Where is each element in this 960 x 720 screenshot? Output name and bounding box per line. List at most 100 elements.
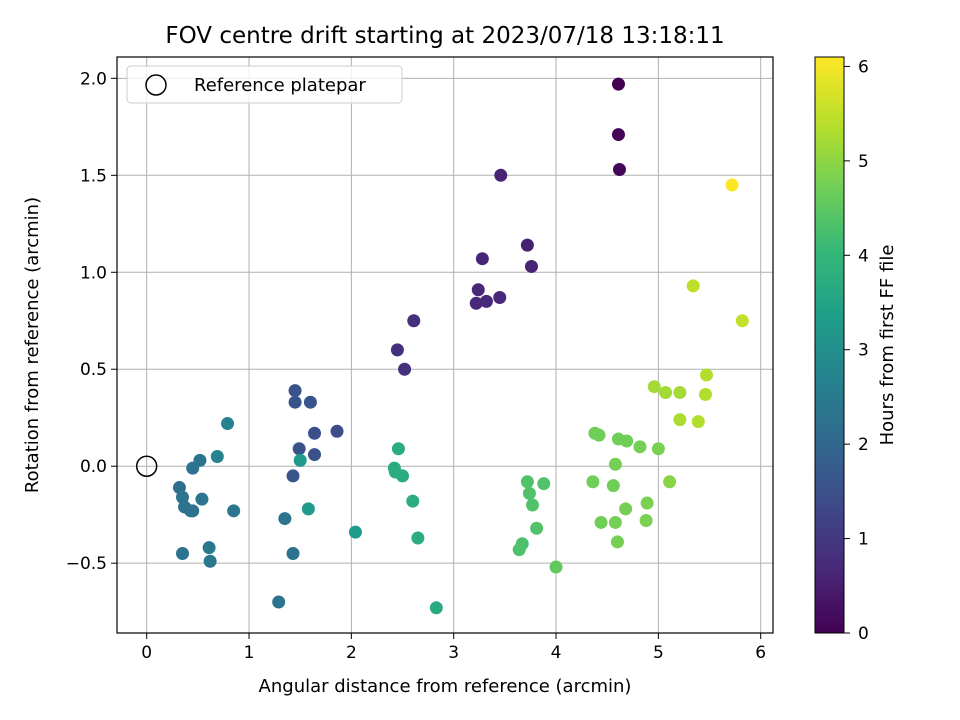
- data-point: [608, 515, 622, 529]
- data-point: [391, 442, 405, 456]
- data-point: [288, 384, 302, 398]
- data-point: [526, 498, 540, 512]
- data-point: [471, 283, 485, 297]
- data-point: [202, 541, 216, 555]
- data-point: [639, 514, 653, 528]
- data-point: [308, 426, 322, 440]
- data-point: [520, 475, 534, 489]
- colorbar-label: Hours from first FF file: [877, 245, 898, 446]
- data-point: [292, 442, 306, 456]
- data-point: [647, 380, 661, 394]
- y-tick-label: 1.5: [80, 166, 107, 186]
- data-point: [308, 448, 322, 462]
- data-point: [330, 424, 344, 438]
- colorbar-frame: [814, 56, 845, 634]
- data-point: [301, 502, 315, 516]
- data-point: [663, 475, 677, 489]
- colorbar-tick-label: 6: [858, 57, 869, 77]
- data-point: [611, 128, 625, 142]
- data-point: [303, 395, 317, 409]
- data-point: [520, 238, 534, 252]
- data-point: [640, 496, 654, 510]
- chart-title: FOV centre drift starting at 2023/07/18 …: [165, 23, 724, 49]
- data-point: [175, 490, 189, 504]
- y-tick-label: 0.0: [80, 457, 107, 477]
- data-point: [348, 525, 362, 539]
- colorbar-tick-label: 0: [858, 624, 869, 644]
- data-point: [611, 77, 625, 91]
- data-point: [610, 535, 624, 549]
- y-tick-label: 1.0: [80, 263, 107, 283]
- x-tick-label: 4: [551, 643, 562, 663]
- x-axis-label: Angular distance from reference (arcmin): [259, 676, 632, 697]
- x-tick-label: 3: [448, 643, 459, 663]
- x-axis-ticks: 0 1 2 3 4 5 6: [141, 633, 766, 663]
- data-point: [390, 343, 404, 357]
- colorbar-gradient: [815, 57, 844, 633]
- data-point: [512, 543, 526, 557]
- y-tick-label: 0.5: [80, 360, 107, 380]
- data-point: [175, 546, 189, 560]
- colorbar-ticks: 0 1 2 3 4 5 6: [844, 57, 869, 644]
- data-point: [293, 453, 307, 467]
- data-point: [673, 413, 687, 427]
- data-point: [272, 595, 286, 609]
- data-point: [691, 415, 705, 429]
- legend: Reference platepar: [126, 65, 403, 104]
- data-point: [429, 601, 443, 615]
- data-point: [186, 504, 200, 518]
- data-point: [530, 521, 544, 535]
- data-point: [594, 515, 608, 529]
- data-point: [606, 479, 620, 493]
- data-point: [592, 428, 606, 442]
- x-tick-label: 6: [755, 643, 766, 663]
- x-tick-label: 0: [141, 643, 152, 663]
- data-point: [396, 469, 410, 483]
- data-point: [406, 494, 420, 508]
- data-point: [475, 252, 489, 266]
- y-tick-label: 2.0: [80, 69, 107, 89]
- x-tick-label: 1: [244, 643, 255, 663]
- data-point: [479, 294, 493, 308]
- plot-frame: [116, 56, 774, 634]
- x-tick-label: 2: [346, 643, 357, 663]
- colorbar-tick-label: 2: [858, 435, 869, 455]
- legend-label-reference: Reference platepar: [194, 75, 366, 96]
- colorbar-tick-label: 3: [858, 341, 869, 361]
- grid-lines: [117, 57, 773, 633]
- data-point: [549, 560, 563, 574]
- data-point: [725, 178, 739, 192]
- data-point: [288, 395, 302, 409]
- data-point: [608, 457, 622, 471]
- data-point: [278, 512, 292, 526]
- data-point: [195, 492, 209, 506]
- data-point: [398, 362, 412, 376]
- data-point: [493, 290, 507, 304]
- data-point: [735, 314, 749, 328]
- data-point: [686, 279, 700, 293]
- data-point: [633, 440, 647, 454]
- data-point: [612, 162, 626, 176]
- data-point: [651, 442, 665, 456]
- data-point: [227, 504, 241, 518]
- data-point: [286, 546, 300, 560]
- data-point: [203, 554, 217, 568]
- data-point: [210, 450, 224, 464]
- colorbar-tick-label: 1: [858, 530, 869, 550]
- data-point: [221, 417, 235, 431]
- data-point: [620, 434, 634, 448]
- data-point: [586, 475, 600, 489]
- x-tick-label: 5: [653, 643, 664, 663]
- data-point: [522, 486, 536, 500]
- data-point: [698, 387, 712, 401]
- y-tick-label: −0.5: [66, 554, 107, 574]
- data-point: [469, 296, 483, 310]
- data-point: [186, 461, 200, 475]
- data-point: [286, 469, 300, 483]
- data-point: [673, 386, 687, 400]
- colorbar-tick-label: 5: [858, 152, 869, 172]
- legend-marker-reference: [145, 74, 167, 96]
